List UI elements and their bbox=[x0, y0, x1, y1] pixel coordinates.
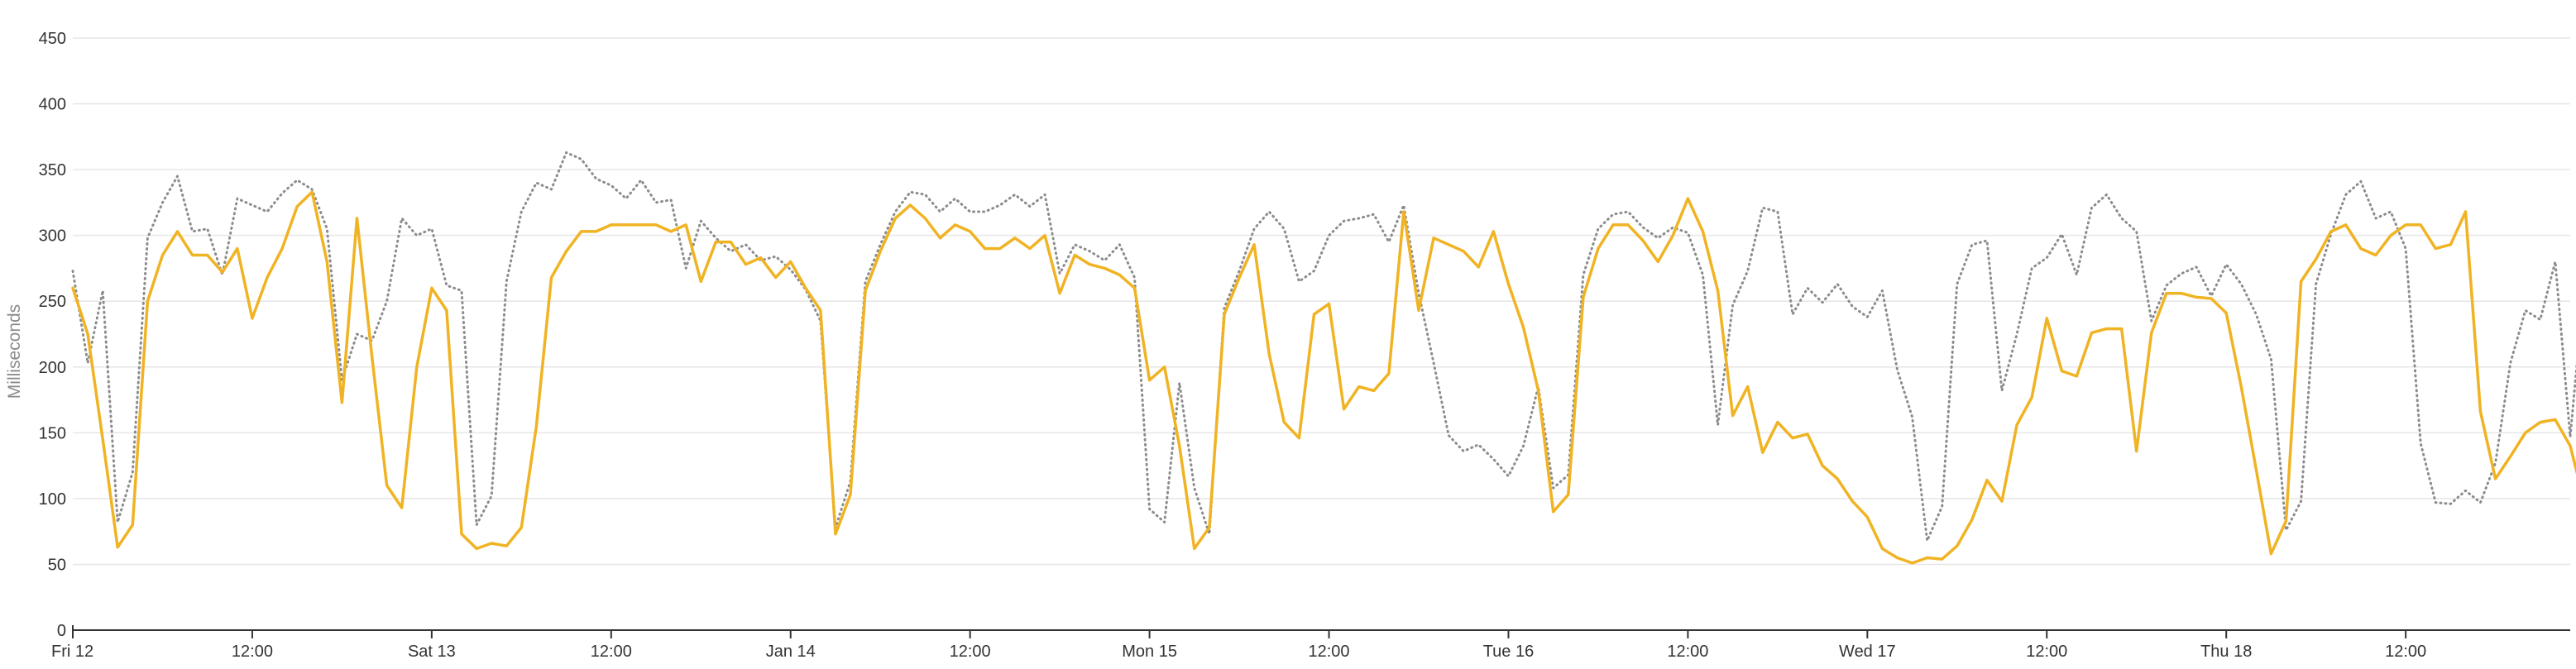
y-tick-label: 50 bbox=[48, 556, 66, 574]
y-axis-title: Milliseconds bbox=[5, 304, 24, 399]
x-tick-label: 12:00 bbox=[232, 643, 273, 661]
y-axis: 0 50 100 150 200 250 300 350 400 450 bbox=[39, 30, 66, 640]
x-tick-label: 12:00 bbox=[2385, 643, 2426, 661]
x-tick-label: 12:00 bbox=[1309, 643, 1350, 661]
x-tick-label: Sat 13 bbox=[408, 643, 456, 661]
x-tick-label: Tue 16 bbox=[1483, 643, 1535, 661]
series-layer bbox=[71, 151, 2576, 565]
y-tick-label: 350 bbox=[39, 161, 66, 179]
x-tick-label: 12:00 bbox=[1667, 643, 1708, 661]
y-tick-label: 100 bbox=[39, 490, 66, 509]
x-tick-label: Jan 14 bbox=[766, 643, 816, 661]
x-tick-label: Thu 18 bbox=[2200, 643, 2252, 661]
y-tick-label: 300 bbox=[39, 227, 66, 246]
y-tick-label: 400 bbox=[39, 96, 66, 114]
x-tick-label: 12:00 bbox=[950, 643, 991, 661]
x-axis: Fri 12 12:00 Sat 13 12:00 Jan 14 12:00 Mon 15 1… bbox=[51, 625, 2570, 661]
y-tick-label: 200 bbox=[39, 359, 66, 377]
x-tick-label: Wed 17 bbox=[1839, 643, 1896, 661]
series-line-solid bbox=[71, 190, 2576, 565]
grid-layer bbox=[73, 37, 2570, 566]
x-tick-label: 12:00 bbox=[2026, 643, 2067, 661]
x-tick-label: Mon 15 bbox=[1122, 643, 1177, 661]
series-line-dotted bbox=[71, 151, 2576, 542]
y-tick-label: 450 bbox=[39, 30, 66, 48]
x-tick-label: Fri 12 bbox=[51, 643, 93, 661]
x-tick-label: 12:00 bbox=[591, 643, 632, 661]
y-tick-label: 250 bbox=[39, 293, 66, 311]
y-tick-label: 150 bbox=[39, 424, 66, 442]
y-tick-label: 0 bbox=[57, 622, 66, 640]
